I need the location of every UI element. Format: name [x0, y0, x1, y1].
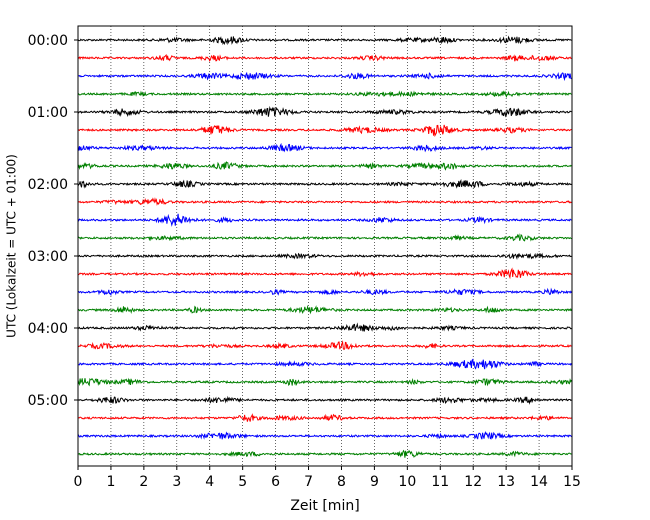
y-tick-label: 03:00 — [28, 249, 68, 265]
x-tick-label: 0 — [74, 474, 83, 490]
trace-line — [77, 35, 572, 46]
y-tick-label: 04:00 — [28, 321, 68, 337]
y-axis-ticks: 00:00 01:00 02:00 03:00 04:00 05:00 — [28, 33, 78, 409]
trace-line — [77, 252, 572, 260]
vertical-gridlines — [110, 26, 540, 466]
x-tick-label: 12 — [464, 474, 482, 490]
x-tick-label: 1 — [106, 474, 115, 490]
x-tick-label: 7 — [304, 474, 313, 490]
y-tick-label: 00:00 — [28, 33, 68, 49]
trace-line — [77, 179, 572, 189]
trace-line — [77, 304, 572, 315]
x-tick-label: 11 — [431, 474, 449, 490]
trace-line — [77, 161, 572, 171]
trace-line — [77, 53, 572, 62]
trace-line — [77, 71, 572, 82]
x-axis-ticks: 0 1 2 3 4 5 6 7 8 9 10 11 12 13 14 15 — [74, 466, 581, 490]
x-tick-label: 2 — [139, 474, 148, 490]
trace-line — [77, 358, 572, 370]
trace-line — [77, 90, 572, 98]
y-tick-label: 01:00 — [28, 105, 68, 121]
trace-line — [77, 233, 572, 242]
trace-line — [77, 197, 572, 206]
y-axis-label: UTC (Lokalzeit = UTC + 01:00) — [5, 154, 19, 338]
trace-line — [77, 430, 572, 440]
trace-line — [77, 213, 572, 227]
x-tick-label: 9 — [370, 474, 379, 490]
x-tick-label: 8 — [337, 474, 346, 490]
trace-line — [77, 142, 572, 153]
trace-line — [77, 449, 572, 458]
x-tick-label: 3 — [172, 474, 181, 490]
x-tick-label: 5 — [238, 474, 247, 490]
trace-line — [77, 322, 572, 332]
trace-line — [77, 340, 572, 351]
x-tick-label: 10 — [398, 474, 416, 490]
y-tick-label: 05:00 — [28, 393, 68, 409]
trace-line — [77, 124, 572, 138]
trace-series — [77, 35, 572, 458]
trace-line — [77, 395, 572, 405]
trace-line — [77, 267, 572, 280]
x-tick-label: 15 — [563, 474, 581, 490]
x-tick-label: 13 — [497, 474, 515, 490]
plot-frame — [77, 25, 573, 467]
x-tick-label: 4 — [205, 474, 214, 490]
x-tick-label: 6 — [271, 474, 280, 490]
x-tick-label: 14 — [530, 474, 548, 490]
trace-line — [77, 287, 572, 297]
trace-line — [77, 377, 572, 387]
trace-line — [77, 413, 572, 422]
x-axis-label: Zeit [min] — [290, 498, 359, 514]
trace-line — [77, 105, 572, 118]
y-tick-label: 02:00 — [28, 177, 68, 193]
